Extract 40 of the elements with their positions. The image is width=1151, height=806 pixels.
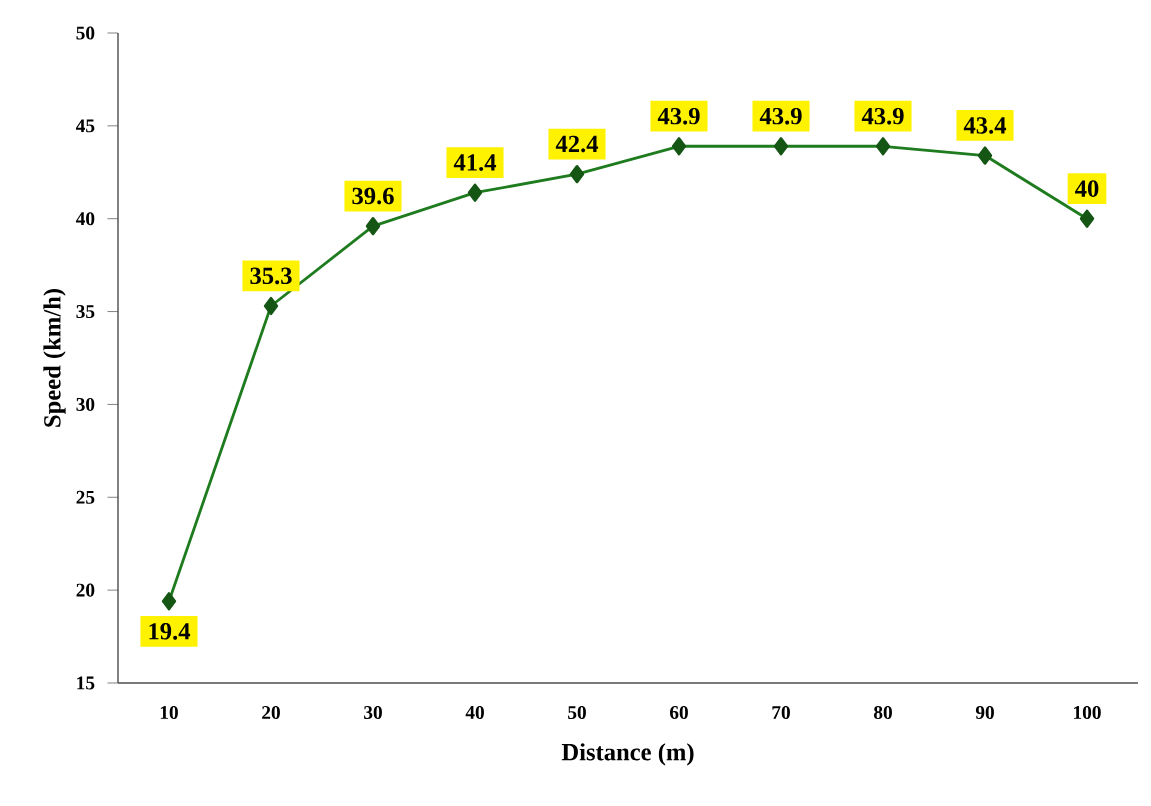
- x-tick-label: 10: [160, 705, 178, 719]
- x-axis-title: Distance (m): [561, 743, 694, 766]
- data-label: 35.3: [250, 267, 292, 285]
- x-tick-label: 30: [364, 705, 382, 719]
- data-label: 39.6: [352, 187, 394, 205]
- y-axis-title: Speed (km/h): [43, 289, 66, 427]
- y-tick-label: 50: [76, 26, 95, 40]
- point: [1079, 209, 1095, 228]
- data-label: 41.4: [453, 154, 497, 171]
- x-tick-label: 70: [772, 705, 790, 719]
- point: [773, 137, 789, 156]
- point: [569, 165, 585, 184]
- point: [671, 137, 687, 156]
- point: [161, 592, 177, 611]
- data-label: 43.9: [861, 107, 904, 125]
- point: [263, 296, 279, 316]
- y-tick-label: 25: [76, 490, 95, 504]
- y-tick-label: 35: [76, 305, 95, 319]
- y-tick-label: 45: [75, 119, 95, 133]
- x-tick-label: 40: [465, 705, 484, 719]
- y-tick-label: 30: [76, 397, 95, 411]
- y-tick-label: 20: [76, 583, 95, 597]
- data-label: 43.4: [963, 117, 1007, 134]
- x-tick-label: 20: [262, 705, 280, 719]
- point: [467, 183, 483, 202]
- x-tick-label: 100: [1074, 705, 1101, 719]
- point: [977, 146, 993, 165]
- data-label: 19.4: [149, 623, 191, 640]
- y-tick-label: 15: [77, 676, 95, 690]
- point: [365, 216, 381, 236]
- x-tick-label: 60: [670, 705, 688, 719]
- data-label: 43.9: [657, 107, 700, 125]
- point: [875, 137, 891, 156]
- x-tick-label: 50: [568, 705, 586, 719]
- data-label: 42.4: [555, 135, 599, 153]
- y-tick-label: 40: [75, 212, 95, 226]
- data-label: 43.9: [759, 107, 802, 125]
- x-tick-label: 80: [874, 705, 892, 719]
- x-tick-label: 90: [975, 705, 994, 719]
- data-label: 40: [1075, 180, 1099, 197]
